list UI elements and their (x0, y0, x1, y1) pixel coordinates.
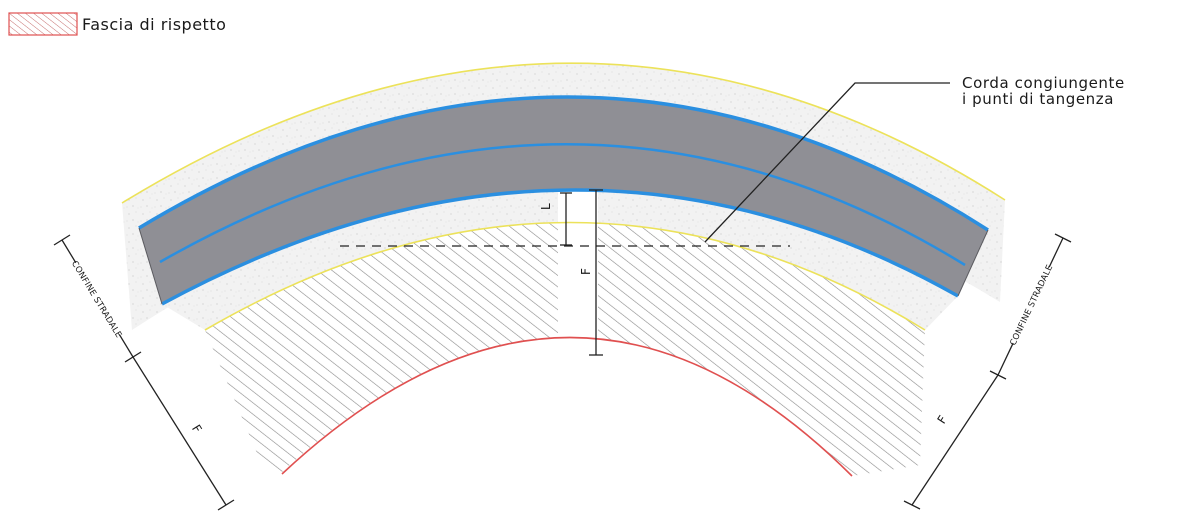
dim-L-label: L (539, 203, 553, 210)
road-left-end (138, 227, 163, 305)
callout-text-line2: i punti di tangenza (962, 90, 1114, 108)
legend-swatch (8, 12, 78, 36)
outer-boundary-line (121, 62, 1006, 204)
legend: Fascia di rispetto (8, 12, 226, 36)
right-boundary-label: CONFINE STRADALE (1008, 263, 1055, 347)
fascia-limit-line (281, 336, 853, 477)
dim-F-right-tick-bottom (903, 500, 921, 510)
road-inner-edge (161, 188, 959, 306)
left-boundary-label-bg (70, 259, 125, 338)
dim-F-center-label: F (579, 268, 593, 275)
left-boundary-tick-top (53, 234, 71, 246)
legend-label: Fascia di rispetto (82, 15, 226, 34)
outer-verge (122, 63, 1005, 331)
dimension-strip (558, 190, 598, 355)
callout-leader (704, 82, 950, 243)
road-centerline (159, 143, 966, 267)
dim-F-right-label: F (935, 413, 951, 426)
dim-F-left-line (132, 356, 227, 506)
dim-F-left-label: F (189, 422, 205, 435)
inner-boundary-line (204, 221, 926, 331)
dim-F-left-tick-bottom (217, 499, 235, 511)
road-right-end (957, 229, 989, 297)
left-boundary-label: CONFINE STRADALE (69, 259, 123, 340)
inner-verge (162, 189, 958, 330)
right-boundary-tick-top (1054, 233, 1072, 243)
fascia-di-rispetto-area (205, 222, 925, 476)
dim-F-right-line (911, 374, 999, 506)
road-outer-edge (138, 95, 989, 232)
road-surface (139, 96, 988, 304)
callout-text-line1: Corda congiungente (962, 74, 1125, 92)
right-boundary-label-bg (1006, 264, 1054, 346)
